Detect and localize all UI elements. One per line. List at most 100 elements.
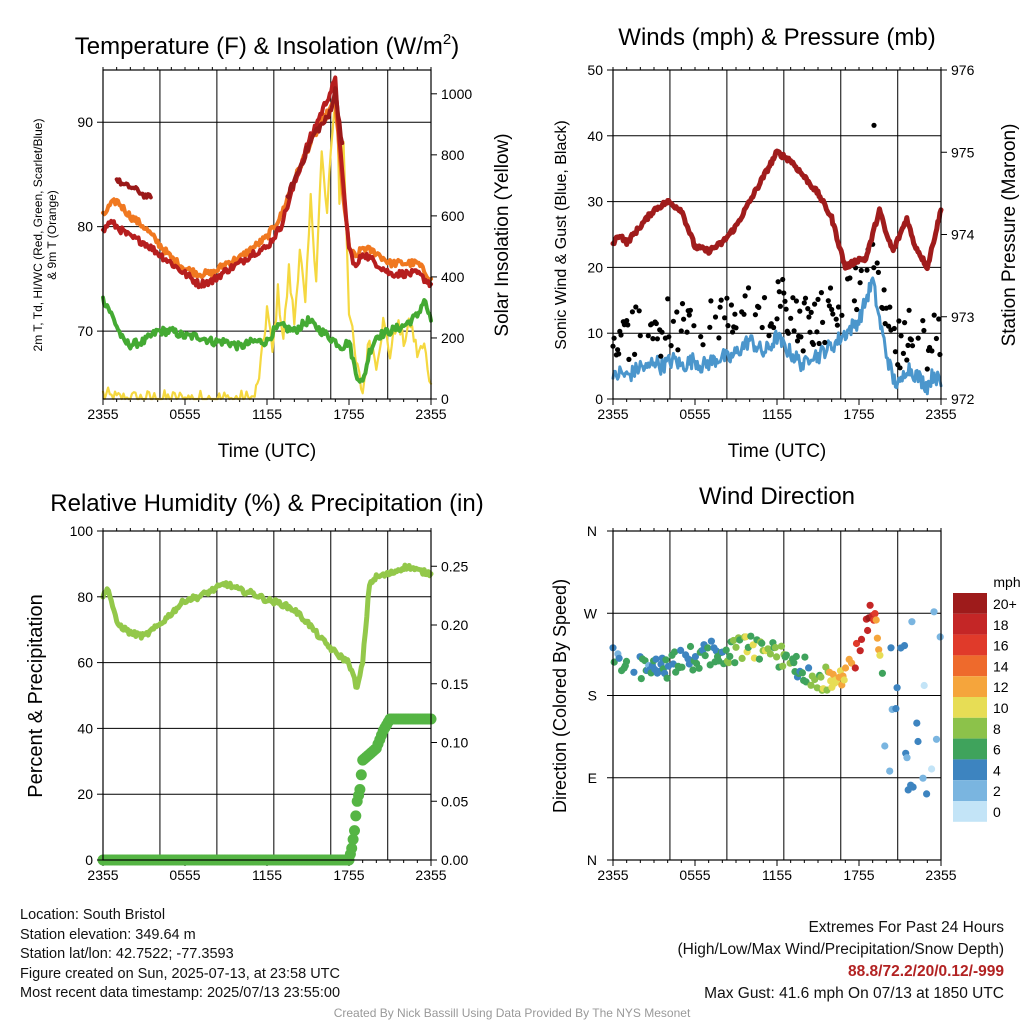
direction-point xyxy=(866,601,874,609)
gust-point xyxy=(658,353,664,359)
direction-point xyxy=(782,651,791,659)
series-heat-index-afternoon xyxy=(285,86,345,200)
direction-point xyxy=(732,643,740,651)
direction-point xyxy=(801,653,809,661)
direction-point xyxy=(936,633,944,641)
direction-point xyxy=(923,790,931,798)
direction-point xyxy=(886,767,894,775)
direction-point xyxy=(755,655,764,663)
gust-point xyxy=(874,260,880,266)
direction-point xyxy=(903,754,911,762)
ytick-right-label: 0.20 xyxy=(441,617,468,633)
xtick-label: 2355 xyxy=(415,406,446,422)
xtick-label: 2355 xyxy=(87,867,118,883)
gust-point xyxy=(886,323,892,329)
gust-point xyxy=(637,333,643,339)
xtick-label: 1755 xyxy=(333,406,364,422)
ytick-label: 0 xyxy=(85,852,93,868)
gust-point xyxy=(898,333,904,339)
direction-point xyxy=(779,662,787,670)
gust-point xyxy=(681,316,687,322)
legend-swatch xyxy=(953,593,987,614)
gust-point xyxy=(768,321,774,327)
gust-point xyxy=(788,315,794,321)
gust-point xyxy=(716,335,722,341)
series-2m-temperature xyxy=(101,75,433,290)
gust-point xyxy=(931,312,937,318)
gust-point xyxy=(700,342,706,348)
xtick-label: 0555 xyxy=(169,867,200,883)
xtick-label: 1155 xyxy=(762,867,792,883)
gust-point xyxy=(691,323,697,329)
plot-border xyxy=(612,69,942,400)
gust-point xyxy=(891,325,897,332)
direction-point xyxy=(873,634,882,642)
y-axis-label-line2: & 9m T (Orange) xyxy=(45,190,59,280)
direction-point xyxy=(677,646,685,655)
gust-point xyxy=(902,320,908,326)
gust-point xyxy=(708,298,714,304)
ytick-label: 40 xyxy=(77,720,93,736)
direction-point xyxy=(893,684,901,692)
direction-point xyxy=(864,626,872,635)
x-axis-label: Time (UTC) xyxy=(728,441,827,462)
direction-point xyxy=(662,656,670,664)
direction-point xyxy=(807,681,815,689)
ytick-label: 60 xyxy=(77,655,93,671)
gust-point xyxy=(650,336,656,342)
legend-swatch xyxy=(953,634,987,656)
speed-legend: mph 20+ 18 16 14 12 10 8 6 4 2 0 xyxy=(953,574,1021,822)
legend-label: 20+ xyxy=(993,596,1017,612)
gust-point xyxy=(814,329,820,335)
gust-point xyxy=(904,357,910,363)
gust-point xyxy=(725,323,731,329)
precip-point xyxy=(355,769,367,781)
gust-point xyxy=(741,311,747,317)
ytick-right-label: 200 xyxy=(441,330,465,346)
ytick-right-label: 600 xyxy=(441,208,465,224)
gust-point xyxy=(920,318,926,324)
gust-point xyxy=(766,333,772,339)
gust-point xyxy=(636,308,642,314)
gust-point xyxy=(742,293,748,299)
gust-point xyxy=(618,332,624,338)
gust-point xyxy=(625,322,631,328)
direction-point xyxy=(670,648,679,656)
y-axis-label-line1: 2m T, Td, HI/WC (Red, Green, Scarlet/Blu… xyxy=(31,119,45,352)
gust-point xyxy=(759,324,765,331)
gust-point xyxy=(670,318,677,324)
gust-point xyxy=(776,289,782,295)
legend-label: 0 xyxy=(993,804,1001,820)
legend-swatch xyxy=(953,613,987,635)
chart-title-temperature: Temperature (F) & Insolation (W/m2) xyxy=(75,31,459,60)
ytick-label: 90 xyxy=(77,114,93,130)
gust-point xyxy=(775,279,781,285)
panel-temp: 2355 0555 1155 1755 2355 70 80 90 0 200 400 600 800 1… xyxy=(31,31,513,462)
series-relative-humidity xyxy=(100,562,434,690)
gust-point xyxy=(675,347,681,353)
gust-point xyxy=(745,285,752,291)
direction-point xyxy=(930,608,938,616)
gust-point xyxy=(752,312,759,318)
series-heat-index xyxy=(114,177,153,200)
gust-point xyxy=(712,314,719,320)
legend-swatch xyxy=(953,655,987,677)
gust-point xyxy=(782,298,788,304)
direction-point xyxy=(920,681,928,690)
extremes-values: 88.8/72.2/20/0.12/-999 xyxy=(848,963,1004,980)
xtick-label: 1755 xyxy=(843,867,874,883)
legend-label: 14 xyxy=(993,658,1009,674)
gust-point xyxy=(732,311,738,317)
direction-point xyxy=(878,669,887,677)
gust-point-max xyxy=(871,122,877,128)
gust-point xyxy=(915,335,921,341)
gust-point xyxy=(777,303,784,309)
ytick-label: S xyxy=(588,688,597,704)
direction-point xyxy=(798,669,807,677)
ytick-label: N xyxy=(587,852,597,868)
gust-point xyxy=(897,365,903,371)
direction-point xyxy=(811,675,819,684)
direction-point xyxy=(689,666,697,674)
gust-point xyxy=(645,333,651,339)
